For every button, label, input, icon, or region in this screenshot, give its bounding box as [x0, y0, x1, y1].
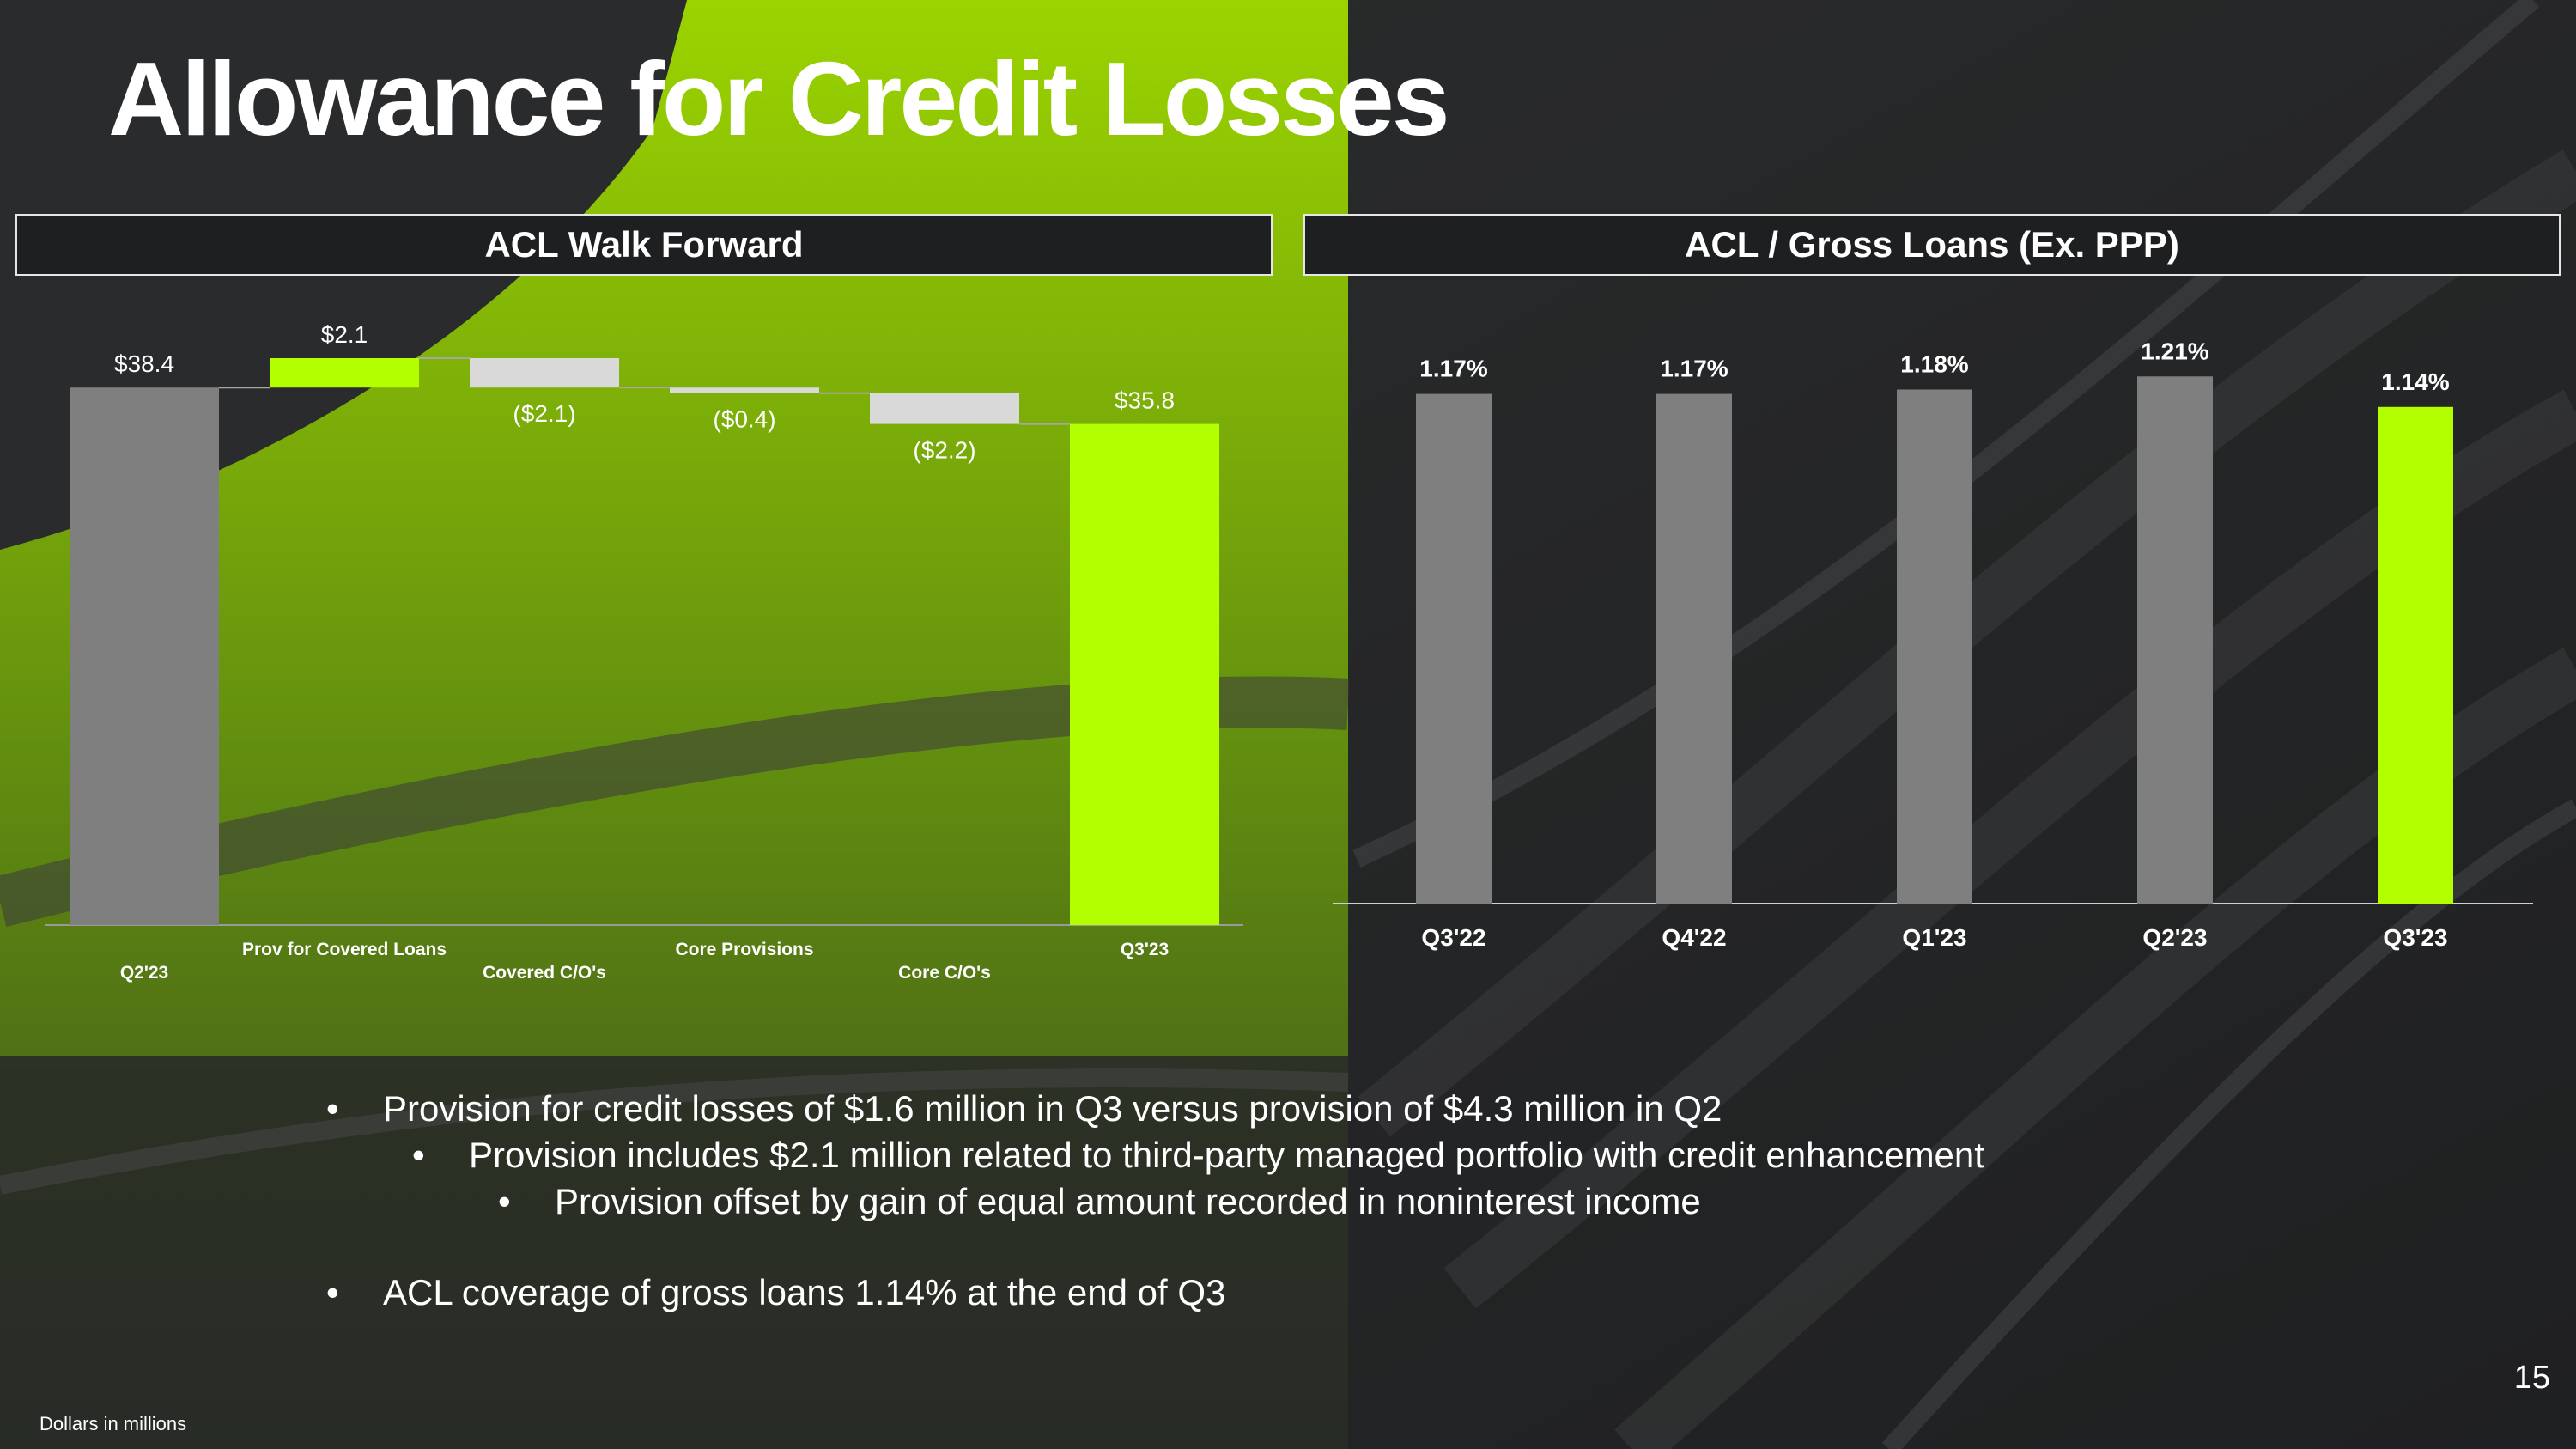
waterfall-data-label: ($0.4) [713, 406, 775, 433]
ratio-bar [2378, 406, 2453, 904]
ratio-bar [1656, 393, 1732, 904]
ratio-chart: 1.17% Q3'22 1.17% Q4'22 1.18% Q1'23 1.21% Q2'23… [1333, 338, 2533, 951]
waterfall-chart: $38.4 Q2'23 $2.1 Prov for Covered Loans ($2.… [45, 321, 1243, 983]
bullet-item: ACL coverage of gross loans 1.14% at the… [326, 1269, 1984, 1316]
waterfall-bar [270, 358, 419, 388]
slide-title: Allowance for Credit Losses [108, 40, 1450, 157]
waterfall-data-label: $35.8 [1115, 387, 1175, 414]
waterfall-bar [1070, 423, 1219, 925]
ratio-category-label: Q4'22 [1662, 924, 1726, 951]
waterfall-category-label: Covered C/O's [483, 963, 606, 983]
ratio-bar [1416, 393, 1492, 904]
waterfall-data-label: $2.1 [321, 321, 368, 348]
ratio-category-label: Q3'23 [2383, 924, 2447, 951]
waterfall-bar [670, 387, 819, 393]
bullet-list: Provision for credit losses of $1.6 mill… [326, 1086, 1984, 1316]
waterfall-category-label: Q2'23 [120, 963, 168, 983]
ratio-category-label: Q1'23 [1902, 924, 1966, 951]
ratio-bar [2137, 376, 2213, 904]
ratio-chart-title: ACL / Gross Loans (Ex. PPP) [1303, 214, 2561, 276]
ratio-bar [1897, 389, 1972, 904]
waterfall-bar [70, 387, 219, 925]
waterfall-bar [870, 393, 1019, 424]
waterfall-data-label: ($2.2) [913, 437, 975, 464]
bullet-item: Provision includes $2.1 million related … [412, 1132, 1984, 1178]
waterfall-category-label: Q3'23 [1121, 940, 1169, 959]
ratio-category-label: Q2'23 [2142, 924, 2207, 951]
waterfall-bar [470, 358, 619, 388]
waterfall-data-label: ($2.1) [513, 400, 575, 427]
ratio-data-label: 1.17% [1419, 356, 1487, 382]
ratio-data-label: 1.18% [1900, 351, 1968, 378]
waterfall-category-label: Core C/O's [898, 963, 991, 983]
footnote: Dollars in millions [39, 1413, 187, 1434]
waterfall-category-label: Prov for Covered Loans [242, 940, 447, 959]
page-number: 15 [2513, 1360, 2550, 1396]
bullet-item: Provision offset by gain of equal amount… [498, 1178, 1984, 1225]
ratio-category-label: Q3'22 [1421, 924, 1485, 951]
waterfall-category-label: Core Provisions [675, 940, 813, 959]
bullet-item: Provision for credit losses of $1.6 mill… [326, 1086, 1984, 1132]
ratio-data-label: 1.17% [1660, 356, 1728, 382]
waterfall-data-label: $38.4 [114, 350, 174, 377]
waterfall-chart-title: ACL Walk Forward [15, 214, 1273, 276]
ratio-data-label: 1.21% [2141, 338, 2208, 364]
ratio-data-label: 1.14% [2381, 368, 2449, 395]
